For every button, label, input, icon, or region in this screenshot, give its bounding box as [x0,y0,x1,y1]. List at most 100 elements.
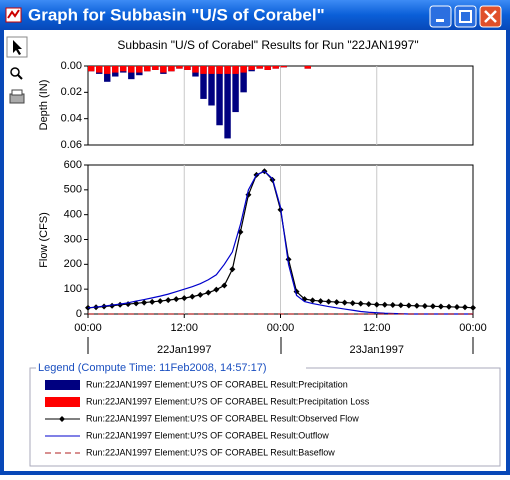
flow-marker [173,296,180,303]
x-tick-label: 00:00 [267,322,295,334]
flow-marker [333,299,340,306]
close-glyph [484,10,497,23]
y-tick-label: 200 [64,258,82,270]
flow-marker [349,300,356,307]
flow-marker [317,298,324,305]
legend-entry: Run:22JAN1997 Element:U?S OF CORABEL Res… [86,413,359,423]
precip-bar [272,66,279,69]
precip-bar [248,66,255,70]
y-tick-label: 0.06 [61,139,82,151]
y-axis-label: Flow (CFS) [38,212,50,268]
precip-bar [208,66,215,74]
flow-marker [453,304,460,311]
y-tick-label: 600 [64,159,82,171]
flow-marker [229,266,236,273]
flow-marker [421,303,428,310]
x-tick-label: 12:00 [363,322,391,334]
legend-title: Legend (Compute Time: 11Feb2008, 14:57:1… [38,362,267,374]
flow-marker [221,282,228,289]
y-tick-label: 0.02 [61,86,82,98]
flow-marker [445,303,452,310]
window-title: Graph for Subbasin "U/S of Corabel" [28,5,325,24]
precip-bar [224,66,231,139]
precip-bar [128,66,135,73]
precip-bar [240,66,247,73]
legend-marker [59,416,65,422]
precip-bar [280,66,287,68]
y-tick-label: 400 [64,209,82,221]
date-label: 22Jan1997 [157,344,211,356]
flow-marker [205,289,212,296]
flow-marker [181,295,188,302]
flow-marker [165,297,172,304]
flow-marker [373,301,380,308]
flow-marker [213,286,220,293]
flow-marker [325,298,332,305]
y-tick-label: 0.00 [61,60,82,72]
legend-entry: Run:22JAN1997 Element:U?S OF CORABEL Res… [86,430,329,440]
flow-marker [405,302,412,309]
y-tick-label: 0.04 [61,113,82,125]
pointer-icon [13,40,22,55]
precip-bar [232,66,239,74]
y-tick-label: 100 [64,283,82,295]
flow-marker [149,298,156,305]
precip-bar [104,66,111,74]
flow-marker [437,303,444,310]
print-paper [11,89,23,96]
flow-marker [341,299,348,306]
title-bar [0,0,510,30]
y-tick-label: 500 [64,184,82,196]
precip-bar [96,66,103,73]
precip-bar [216,66,223,126]
precip-bar [144,66,151,72]
flow-marker [365,301,372,308]
precip-bar [256,66,263,69]
zoom-handle [17,74,23,80]
precip-bar [208,66,215,106]
precip-bar [264,66,271,70]
flow-marker [470,304,476,311]
precip-bar [184,66,191,70]
maximize-glyph [459,10,472,23]
flow-marker [413,302,420,309]
flow-marker [429,303,436,310]
x-tick-label: 12:00 [170,322,198,334]
flow-marker [389,302,396,309]
precip-bar [304,66,311,69]
window-icon-line [7,9,20,19]
precip-bar [152,66,159,70]
precip-bar [136,66,143,73]
flow-marker [357,300,364,307]
legend-title-bg [36,362,306,374]
x-tick-label: 00:00 [74,322,102,334]
precip-bar [216,66,223,74]
chart-title: Subbasin "U/S of Corabel" Results for Ru… [117,38,418,52]
legend-swatch [45,397,80,407]
minimize-glyph [436,19,444,22]
flow-marker [397,302,404,309]
precip-bar [232,66,239,113]
flow-marker [309,297,316,304]
y-axis-label: Depth (IN) [38,80,50,131]
precip-bar [112,66,119,73]
flow-marker [461,304,468,311]
zoom-tool[interactable] [10,67,20,77]
legend-entry: Run:22JAN1997 Element:U?S OF CORABEL Res… [86,396,370,406]
precip-bar [168,66,175,72]
precip-bar [120,66,127,72]
date-label: 23Jan1997 [350,344,404,356]
precip-bar [200,66,207,74]
flow-marker [189,293,196,300]
legend-swatch [45,380,80,390]
precip-bar [200,66,207,99]
precip-bar [176,66,183,69]
flow-marker [141,299,148,306]
precip-bar [160,66,167,73]
x-tick-label: 00:00 [459,322,487,334]
flow-marker [157,298,164,305]
legend-entry: Run:22JAN1997 Element:U?S OF CORABEL Res… [86,447,335,457]
minimize-button[interactable] [429,5,452,28]
y-tick-label: 0 [76,308,82,320]
maximize-button[interactable] [454,5,477,28]
